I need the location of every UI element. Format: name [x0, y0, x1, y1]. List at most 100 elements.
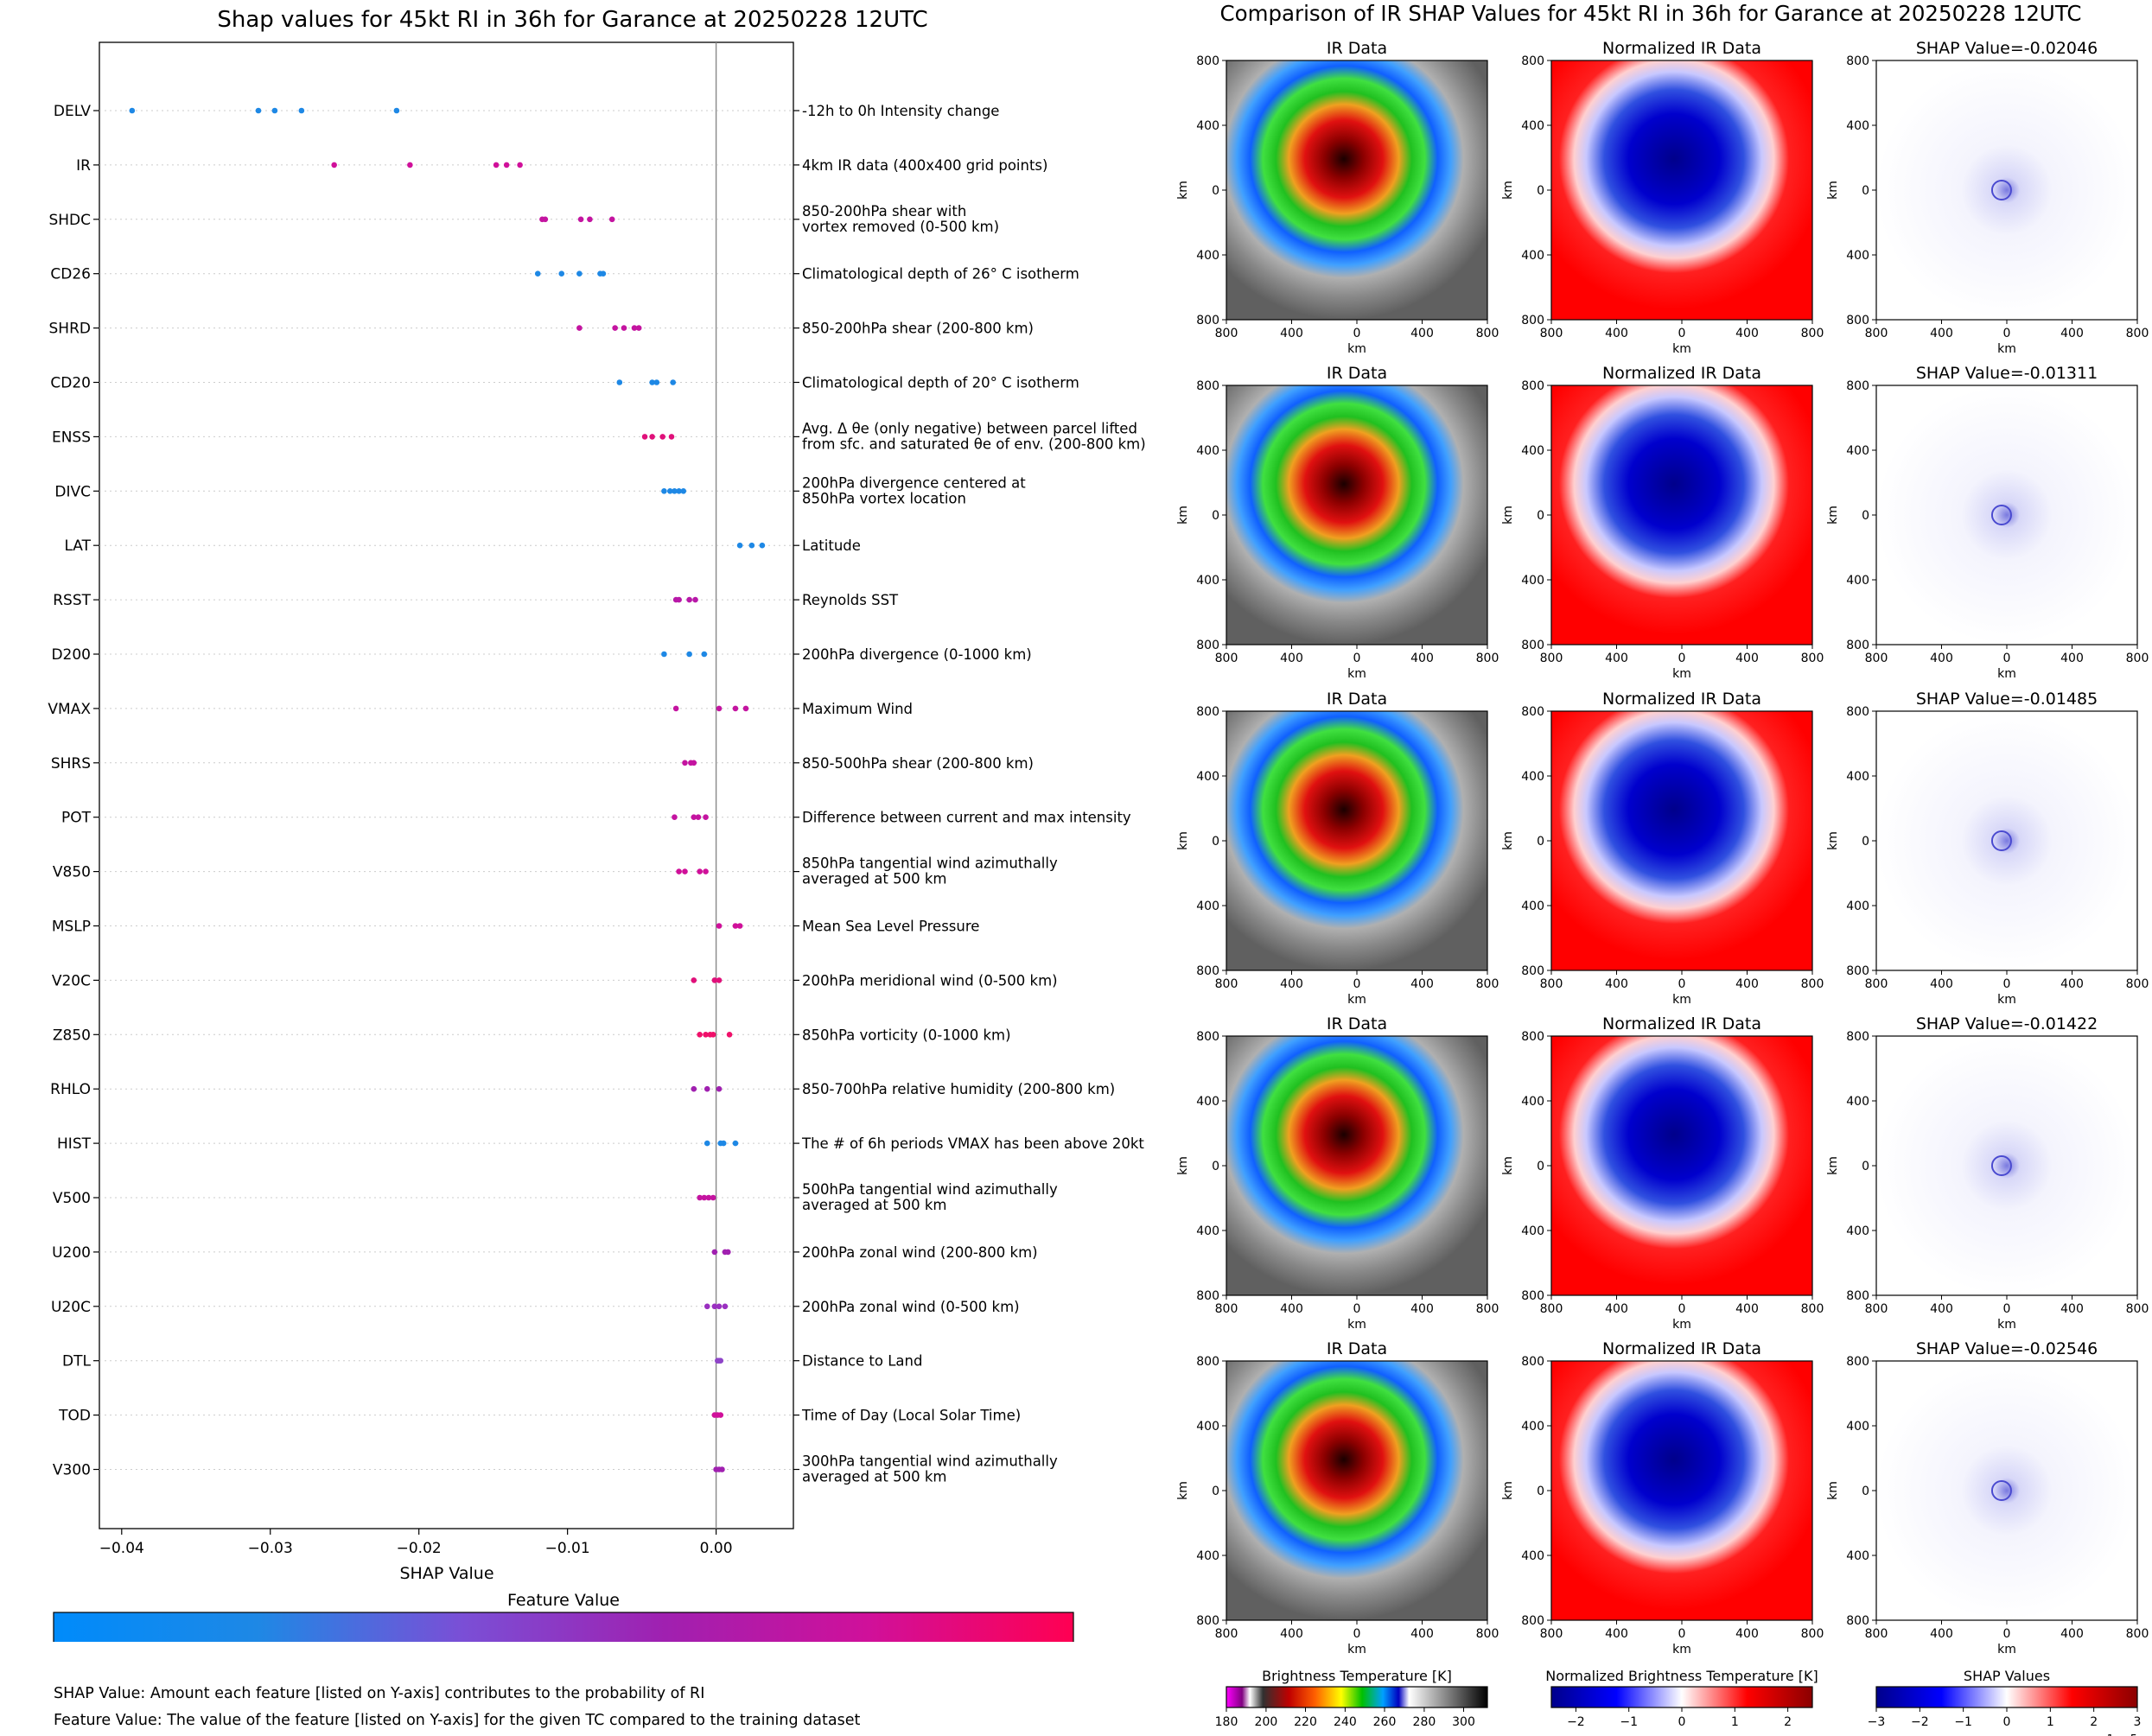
- feature-label-pot: POT: [61, 810, 92, 827]
- ytick-label: 800: [1846, 1355, 1869, 1369]
- xtick-label: 0: [2003, 977, 2011, 991]
- ytick-label: 800: [1846, 964, 1869, 978]
- ytick-label: 800: [1521, 379, 1544, 393]
- feature-desc-mslp: Mean Sea Level Pressure: [802, 919, 979, 935]
- xtick-label: 400: [1930, 327, 1953, 340]
- colorbar-tick-label: −2: [1911, 1715, 1929, 1729]
- shap-point-cd20: [670, 379, 677, 385]
- ytick-label: 800: [1196, 964, 1219, 978]
- xtick-label: 800: [1865, 977, 1888, 991]
- xtick-label: 400: [1605, 1302, 1628, 1316]
- colorbar-tick-label: 180: [1215, 1715, 1238, 1729]
- shap-point-d200: [661, 651, 667, 658]
- footnote-shap: SHAP Value: Amount each feature [listed …: [54, 1685, 705, 1702]
- x-axis-label: km: [1997, 1643, 2016, 1657]
- xtick-label: 800: [2126, 1627, 2149, 1641]
- feature-desc-lat: Latitude: [802, 537, 861, 554]
- ytick-label: 800: [1196, 639, 1219, 652]
- ytick-label: 400: [1846, 770, 1869, 784]
- xtick-label: 800: [1865, 652, 1888, 665]
- ytick-label: 0: [1862, 509, 1869, 523]
- y-axis-label: km: [1176, 831, 1190, 850]
- shap-point-delv: [271, 107, 278, 114]
- colorbar-title: SHAP Values: [1964, 1668, 2050, 1684]
- shap-point-d200: [701, 651, 708, 658]
- x-axis-label: SHAP Value: [399, 1564, 493, 1583]
- ytick-label: 400: [1521, 574, 1544, 588]
- panel-title: Normalized IR Data: [1602, 364, 1761, 383]
- xtick-label: 0: [1353, 1627, 1361, 1641]
- shap-point-shdc: [577, 216, 584, 223]
- shap-point-cd26: [576, 270, 583, 277]
- xtick-label: 800: [1865, 327, 1888, 340]
- feature-desc-divc: 850hPa vortex location: [802, 490, 966, 506]
- shap-point-hist: [732, 1140, 739, 1147]
- xtick-label: 800: [1215, 977, 1238, 991]
- shap-point-shrd: [576, 325, 583, 331]
- y-axis-label: km: [1176, 181, 1190, 200]
- ytick-label: 800: [1846, 379, 1869, 393]
- xtick-label: 0: [1678, 1627, 1686, 1641]
- shap-point-v500: [697, 1194, 703, 1201]
- shap-point-mslp: [736, 923, 743, 929]
- shap-point-pot: [691, 814, 697, 820]
- shap-point-u20c: [704, 1303, 710, 1310]
- xtick-label: 800: [1865, 1302, 1888, 1316]
- ytick-label: 0: [1212, 835, 1219, 849]
- ytick-label: 800: [1196, 379, 1219, 393]
- shap-point-v850: [682, 868, 688, 874]
- ytick-label: 0: [1862, 835, 1869, 849]
- ytick-label: 800: [1846, 705, 1869, 719]
- xtick-label: 800: [1801, 1302, 1824, 1316]
- shap-point-divc: [661, 488, 667, 494]
- feature-label-lat: LAT: [64, 537, 91, 555]
- xtick-label: 800: [1476, 1302, 1499, 1316]
- shap-point-v500: [705, 1194, 712, 1201]
- xtick-label: 800: [1215, 1627, 1238, 1641]
- colorbar-tick-label: 0: [1678, 1715, 1686, 1729]
- feature-label-divc: DIVC: [54, 483, 91, 500]
- x-axis-label: km: [1672, 342, 1691, 356]
- y-axis-label: km: [1826, 1481, 1840, 1500]
- feature-label-mslp: MSLP: [52, 919, 91, 936]
- xtick-label: 800: [1801, 1627, 1824, 1641]
- feature-desc-enss: Avg. Δ θe (only negative) between parcel…: [802, 420, 1137, 436]
- ytick-label: 800: [1196, 1355, 1219, 1369]
- shap-point-shdc: [587, 216, 593, 223]
- feature-label-cd20: CD20: [50, 375, 91, 392]
- feature-label-v500: V500: [53, 1190, 91, 1207]
- shap-point-u200: [725, 1249, 731, 1256]
- ytick-label: 800: [1196, 1030, 1219, 1044]
- feature-desc-shdc: vortex removed (0-500 km): [802, 219, 999, 235]
- feature-desc-rhlo: 850-700hPa relative humidity (200-800 km…: [802, 1081, 1115, 1097]
- xtick-label: 400: [2060, 977, 2084, 991]
- shap-point-lat: [736, 542, 743, 549]
- xtick-label: 800: [1801, 652, 1824, 665]
- feature-desc-v500: averaged at 500 km: [802, 1197, 946, 1213]
- shap-point-v300: [719, 1466, 725, 1472]
- footnote-feature: Feature Value: The value of the feature …: [54, 1712, 861, 1729]
- shap-point-shrs: [691, 760, 697, 766]
- shap-point-vmax: [742, 705, 749, 712]
- shap-point-rsst: [686, 596, 692, 603]
- ytick-label: 800: [1521, 54, 1544, 68]
- shap-point-shrs: [682, 760, 688, 766]
- x-axis-label: km: [1347, 993, 1366, 1007]
- xtick-label: 800: [1540, 1627, 1563, 1641]
- xtick-label: 800: [1801, 327, 1824, 340]
- feature-desc-cd20: Climatological depth of 20° C isotherm: [802, 375, 1079, 391]
- shap-point-dtl: [717, 1358, 724, 1364]
- feature-label-delv: DELV: [54, 103, 91, 120]
- shap-image: [1875, 1360, 2138, 1621]
- normalized-bt-colorbar: [1550, 1686, 1813, 1708]
- feature-value-colorbar: [53, 1612, 1074, 1642]
- colorbar-tick-label: 300: [1452, 1715, 1475, 1729]
- panel-title: Normalized IR Data: [1602, 1339, 1761, 1358]
- shap-point-ir: [331, 162, 337, 169]
- xtick-label: 400: [1280, 1302, 1303, 1316]
- colorbar-title: Brightness Temperature [K]: [1262, 1668, 1452, 1684]
- shap-point-cd20: [616, 379, 623, 385]
- xtick-label: 400: [1605, 652, 1628, 665]
- shap-point-pot: [695, 814, 702, 820]
- ytick-label: 800: [1846, 1289, 1869, 1303]
